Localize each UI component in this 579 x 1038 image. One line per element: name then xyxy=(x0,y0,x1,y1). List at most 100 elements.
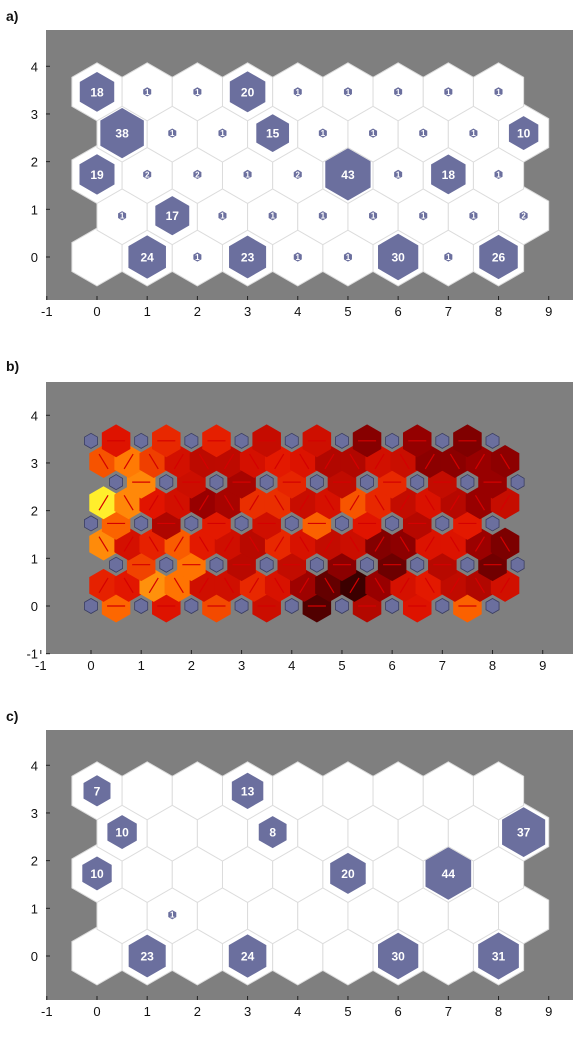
hit-marker xyxy=(168,128,177,138)
hit-count-label: 30 xyxy=(391,251,405,265)
y-tick-label: 0 xyxy=(31,250,38,265)
link-line xyxy=(198,577,209,594)
hit-marker xyxy=(376,232,420,282)
link-line xyxy=(374,577,385,594)
hit-marker xyxy=(507,114,540,152)
link-line xyxy=(324,577,335,594)
x-tick-label: 7 xyxy=(439,658,446,673)
link-line xyxy=(249,453,260,470)
neuron-marker xyxy=(435,515,450,532)
link-line xyxy=(123,577,134,594)
link-line xyxy=(148,536,159,552)
hit-marker xyxy=(419,128,428,138)
link-line xyxy=(98,536,109,552)
panel-a: a) -1 0 1 2 3 4 5 6 7 8 9 0 1 2 3 4 24 1 23 1 1 30 1 26 1 17 1 1 1 1 1… xyxy=(0,0,579,335)
link-line xyxy=(223,536,235,552)
x-tick-label: 4 xyxy=(288,658,295,673)
y-tick-label: 0 xyxy=(31,949,38,964)
link-line xyxy=(223,495,235,511)
hit-count-label: 1 xyxy=(145,88,150,97)
x-tick-label: 2 xyxy=(194,1004,201,1019)
y-tick-label: 2 xyxy=(31,854,38,869)
link-line xyxy=(198,453,209,470)
link-line xyxy=(474,577,486,594)
link-line xyxy=(324,453,335,470)
hit-count-label: 19 xyxy=(90,168,104,182)
neuron-marker xyxy=(184,598,199,614)
neuron-marker xyxy=(84,515,98,532)
x-tick-label: 0 xyxy=(93,304,100,319)
hit-count-label: 2 xyxy=(195,170,200,179)
hit-marker xyxy=(328,851,368,896)
link-line xyxy=(274,453,285,470)
link-line xyxy=(148,577,159,594)
neuron-marker xyxy=(134,432,149,449)
neuron-marker xyxy=(435,598,450,614)
hit-count-label: 31 xyxy=(492,950,506,964)
link-line xyxy=(173,453,184,470)
hit-count-label: 1 xyxy=(496,88,501,97)
link-line xyxy=(299,577,310,594)
x-tick-label: 4 xyxy=(294,304,301,319)
hit-marker xyxy=(394,169,403,180)
link-line xyxy=(500,536,511,552)
hit-count-label: 18 xyxy=(90,85,104,99)
link-line xyxy=(148,453,159,470)
neuron-marker xyxy=(184,432,199,449)
neuron-marker xyxy=(510,474,525,491)
link-line xyxy=(449,536,460,552)
neuron-marker xyxy=(410,556,425,573)
hit-marker xyxy=(227,233,268,281)
y-tick-label: 4 xyxy=(31,408,38,423)
link-line xyxy=(399,495,410,511)
neuron-marker xyxy=(134,598,149,614)
hit-marker xyxy=(254,112,291,154)
y-tick-label: 2 xyxy=(31,155,38,170)
link-line xyxy=(173,577,184,594)
hit-marker xyxy=(168,910,177,920)
hit-marker xyxy=(494,87,503,97)
hit-marker xyxy=(127,932,168,980)
link-line xyxy=(274,495,285,511)
hit-count-label: 1 xyxy=(346,253,351,262)
hit-marker xyxy=(419,211,428,221)
hit-marker xyxy=(477,233,520,281)
hit-count-label: 10 xyxy=(115,826,129,840)
link-line xyxy=(500,453,511,470)
link-line xyxy=(449,495,460,511)
neuron-marker xyxy=(485,432,500,449)
hit-marker xyxy=(143,169,152,180)
neuron-marker xyxy=(109,474,124,491)
neuron-marker xyxy=(284,432,299,449)
hit-count-label: 1 xyxy=(220,129,225,138)
hit-marker xyxy=(80,854,114,893)
neuron-marker xyxy=(234,432,249,449)
x-tick-label: 8 xyxy=(495,304,502,319)
y-tick-label: -1 xyxy=(26,647,38,662)
link-line xyxy=(249,495,260,511)
link-line xyxy=(148,495,159,511)
link-line xyxy=(500,495,511,511)
link-line xyxy=(223,577,235,594)
link-line xyxy=(98,453,109,470)
link-line xyxy=(249,577,260,594)
hit-marker xyxy=(476,930,521,982)
hit-marker xyxy=(469,128,478,138)
hit-marker xyxy=(494,169,503,180)
hit-marker xyxy=(227,932,268,980)
link-line xyxy=(474,536,486,552)
x-tick-label: 3 xyxy=(244,304,251,319)
hit-count-label: 17 xyxy=(166,209,180,223)
link-line xyxy=(324,536,335,552)
hit-marker xyxy=(228,69,267,115)
hit-marker xyxy=(218,211,227,221)
neuron-marker xyxy=(335,598,349,614)
hit-count-label: 1 xyxy=(421,129,426,138)
hit-marker xyxy=(193,87,202,97)
neuron-marker xyxy=(360,556,374,573)
x-tick-label: 8 xyxy=(489,658,496,673)
hit-marker xyxy=(293,252,302,262)
neuron-marker xyxy=(485,598,500,614)
x-tick-label: -1 xyxy=(41,1004,53,1019)
panel-c: c) -1 0 1 2 3 4 5 6 7 8 9 0 1 2 3 4 23 24 30 31 1 10 20 44 10 8 37… xyxy=(0,700,579,1033)
